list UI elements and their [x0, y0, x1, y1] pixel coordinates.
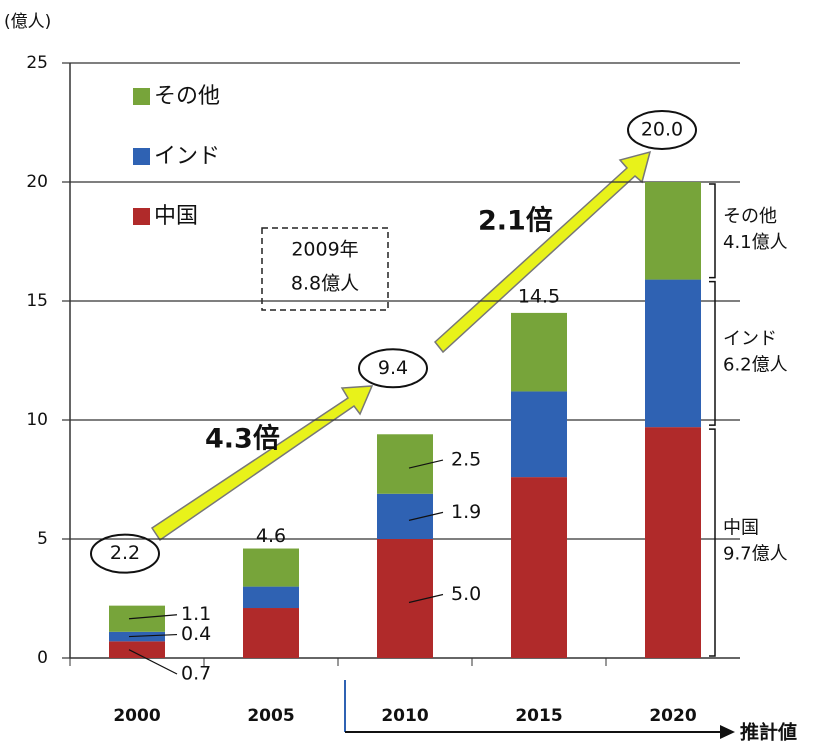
value-label: 0.4	[181, 623, 211, 645]
bar-segment	[511, 391, 567, 478]
legend-label: 中国	[154, 204, 198, 229]
value-label: 1.9	[451, 501, 481, 523]
bar-segment	[511, 477, 567, 658]
value-label: 4.1億人	[723, 232, 788, 253]
legend-label: その他	[154, 84, 220, 109]
value-label: 6.2億人	[723, 354, 788, 375]
total-label: 2.2	[110, 542, 140, 564]
leader-line	[128, 633, 178, 638]
bar-segment	[511, 312, 567, 392]
total-ellipse	[627, 110, 697, 150]
bar-segment	[243, 548, 299, 587]
value-label: 5.0	[451, 583, 481, 605]
bracket-name: その他	[723, 206, 777, 227]
bracket	[709, 183, 716, 279]
leader-line	[128, 649, 178, 675]
value-label: 0.7	[181, 663, 211, 685]
bar-segment	[645, 182, 701, 280]
y-tick-label: 0	[37, 648, 48, 668]
growth-label: 2.1倍	[478, 205, 553, 237]
growth-arrow	[150, 385, 374, 542]
bar-segment	[109, 605, 165, 632]
note-box	[261, 227, 389, 311]
leader-line	[408, 593, 444, 604]
x-tick-label: 2020	[649, 706, 696, 726]
bracket	[709, 280, 716, 426]
leader-line	[408, 459, 444, 469]
total-ellipse	[358, 348, 428, 389]
y-tick-label: 20	[26, 172, 48, 192]
note-value: 8.8億人	[291, 273, 359, 295]
total-label: 9.4	[378, 357, 408, 379]
bracket	[709, 428, 716, 657]
forecast-arrowhead	[720, 725, 735, 739]
legend-swatch	[133, 208, 150, 225]
y-tick-label: 15	[26, 291, 48, 311]
forecast-label: 推計値	[740, 721, 797, 744]
y-axis-label: (億人)	[4, 12, 51, 32]
y-tick-label: 10	[26, 410, 48, 430]
bracket-name: インド	[723, 328, 777, 349]
x-tick-label: 2010	[381, 706, 428, 726]
bracket-name: 中国	[723, 518, 759, 539]
legend-swatch	[133, 148, 150, 165]
value-label: 9.7億人	[723, 544, 788, 565]
total-label: 14.5	[518, 285, 560, 307]
bar-segment	[243, 608, 299, 658]
value-label: 1.1	[181, 603, 211, 625]
x-tick-label: 2015	[515, 706, 562, 726]
y-tick-label: 5	[37, 529, 48, 549]
total-ellipse	[90, 533, 160, 574]
x-tick-label: 2000	[113, 706, 160, 726]
total-label: 4.6	[256, 525, 286, 547]
growth-arrow	[433, 150, 652, 354]
total-label: 20.0	[641, 119, 683, 141]
bar-segment	[645, 427, 701, 658]
x-tick-label: 2005	[247, 706, 294, 726]
note-year: 2009年	[291, 239, 358, 261]
bar-segment	[109, 641, 165, 658]
leader-line	[408, 511, 444, 521]
leader-line	[128, 614, 178, 620]
legend-label: インド	[154, 144, 220, 169]
bar-segment	[645, 279, 701, 428]
y-tick-label: 25	[26, 53, 48, 73]
value-label: 2.5	[451, 449, 481, 471]
legend-swatch	[133, 88, 150, 105]
bar-segment	[243, 586, 299, 609]
growth-label: 4.3倍	[205, 423, 280, 455]
